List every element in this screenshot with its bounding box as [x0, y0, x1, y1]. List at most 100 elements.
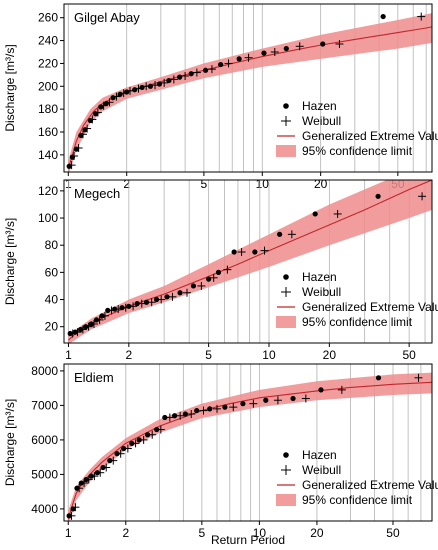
weibull-point: [89, 319, 98, 328]
weibull-point: [199, 406, 208, 415]
weibull-point: [131, 439, 140, 448]
weibull-point: [112, 92, 121, 101]
hazen-point: [153, 296, 160, 303]
weibull-point: [187, 410, 196, 419]
weibull-point: [147, 298, 156, 307]
hazen-point: [121, 445, 127, 452]
weibull-point: [126, 86, 135, 95]
weibull-point: [78, 130, 87, 139]
hazen-point: [380, 13, 386, 20]
weibull-point: [70, 152, 79, 160]
legend-label: 95% confidence limit: [302, 315, 413, 329]
x-tick-label: 5: [201, 177, 208, 191]
weibull-point: [107, 306, 116, 315]
weibull-point: [244, 53, 253, 62]
y-tick-label: 200: [38, 79, 58, 93]
weibull-point: [156, 425, 165, 434]
weibull-point: [287, 230, 296, 239]
weibull-point: [67, 161, 76, 170]
panel-1: 140160180200220240260125102050Discharge …: [3, 3, 438, 191]
weibull-point: [192, 68, 201, 77]
y-tick-label: 240: [38, 34, 58, 48]
weibull-point: [123, 444, 132, 453]
weibull-point: [142, 82, 151, 91]
hazen-point: [177, 74, 183, 80]
hazen-point: [290, 395, 296, 402]
weibull-point: [78, 325, 87, 334]
x-tick-label: 2: [125, 348, 132, 362]
weibull-point: [337, 385, 346, 394]
weibull-point: [137, 299, 146, 308]
hazen-point: [318, 387, 324, 393]
x-axis: 1 2 5 10 20 50: [65, 521, 400, 540]
x-tick-label: 10: [262, 348, 276, 362]
weibull-point: [83, 124, 92, 133]
x-axis-label: Return Period: [211, 533, 285, 547]
hazen-point: [215, 269, 222, 275]
y-tick-label: 5000: [31, 467, 58, 481]
hazen-point: [240, 401, 246, 407]
legend-marker-plus: [281, 465, 291, 475]
confidence-band: [68, 13, 432, 172]
weibull-point: [71, 503, 80, 512]
weibull-point: [68, 329, 77, 338]
y-tick-label: 4000: [31, 502, 58, 516]
y-tick-label: 40: [45, 293, 59, 307]
legend-label: Weibull: [302, 114, 341, 128]
hazen-point: [194, 407, 200, 414]
y-axis: 20 40 60 80 100 120: [38, 184, 64, 334]
hazen-point: [188, 71, 194, 77]
panel-title: Megech: [74, 186, 120, 201]
x-axis: 1 2 5 10 20 50: [65, 343, 416, 362]
hazen-point: [154, 426, 160, 433]
hazen-point: [261, 50, 267, 56]
legend-marker-band: [276, 316, 296, 328]
y-tick-label: 120: [38, 184, 58, 198]
hazen-point: [177, 290, 183, 296]
weibull-point: [249, 399, 258, 408]
legend-marker-plus: [281, 287, 291, 297]
weibull-point: [335, 40, 344, 48]
panel-title: Eldiem: [74, 370, 114, 385]
y-axis-label: Discharge [m³/s]: [3, 44, 17, 131]
y-tick-label: 6000: [31, 433, 58, 447]
x-tick-label: 2: [122, 526, 129, 540]
hazen-point: [190, 283, 197, 289]
x-tick-label: 1: [65, 526, 72, 540]
weibull-point: [119, 89, 128, 98]
legend-label: 95% confidence limit: [302, 144, 413, 158]
legend-label: Hazen: [302, 448, 337, 462]
legend-label: Weibull: [302, 285, 341, 299]
y-tick-label: 100: [38, 211, 58, 225]
hazen-point: [277, 231, 283, 237]
y-tick-label: 260: [38, 11, 58, 25]
legend-label: Generalized Extreme Value: [302, 478, 438, 492]
weibull-point: [295, 42, 304, 51]
weibull-points: [67, 373, 423, 520]
legend-label: 95% confidence limit: [302, 493, 413, 507]
weibull-point: [116, 449, 125, 458]
hazen-point: [66, 163, 72, 169]
legend-marker-band: [276, 145, 296, 157]
y-tick-label: 80: [45, 238, 59, 252]
legend-marker-dot: [283, 103, 289, 109]
weibull-point: [212, 404, 221, 413]
y-tick-label: 8000: [31, 364, 58, 378]
hazen-point: [263, 397, 269, 403]
weibull-point: [139, 435, 148, 444]
panel-3: 4000 5000 6000 7000 8000 1 2 5 10 20 50 Discharge […: [3, 363, 438, 540]
weibull-point: [270, 48, 279, 56]
hazen-points: [66, 375, 382, 519]
weibull-point: [80, 479, 89, 488]
legend-label: Weibull: [302, 463, 341, 477]
hazen-point: [134, 301, 140, 307]
plot-area: [66, 12, 432, 172]
hazen-point: [164, 294, 170, 300]
plot-frame: [63, 3, 433, 173]
x-tick-label: 2: [123, 177, 130, 191]
y-axis: 140 160 180 200 220 240 260: [38, 11, 64, 162]
legend-label: Generalized Extreme Value: [302, 129, 438, 143]
